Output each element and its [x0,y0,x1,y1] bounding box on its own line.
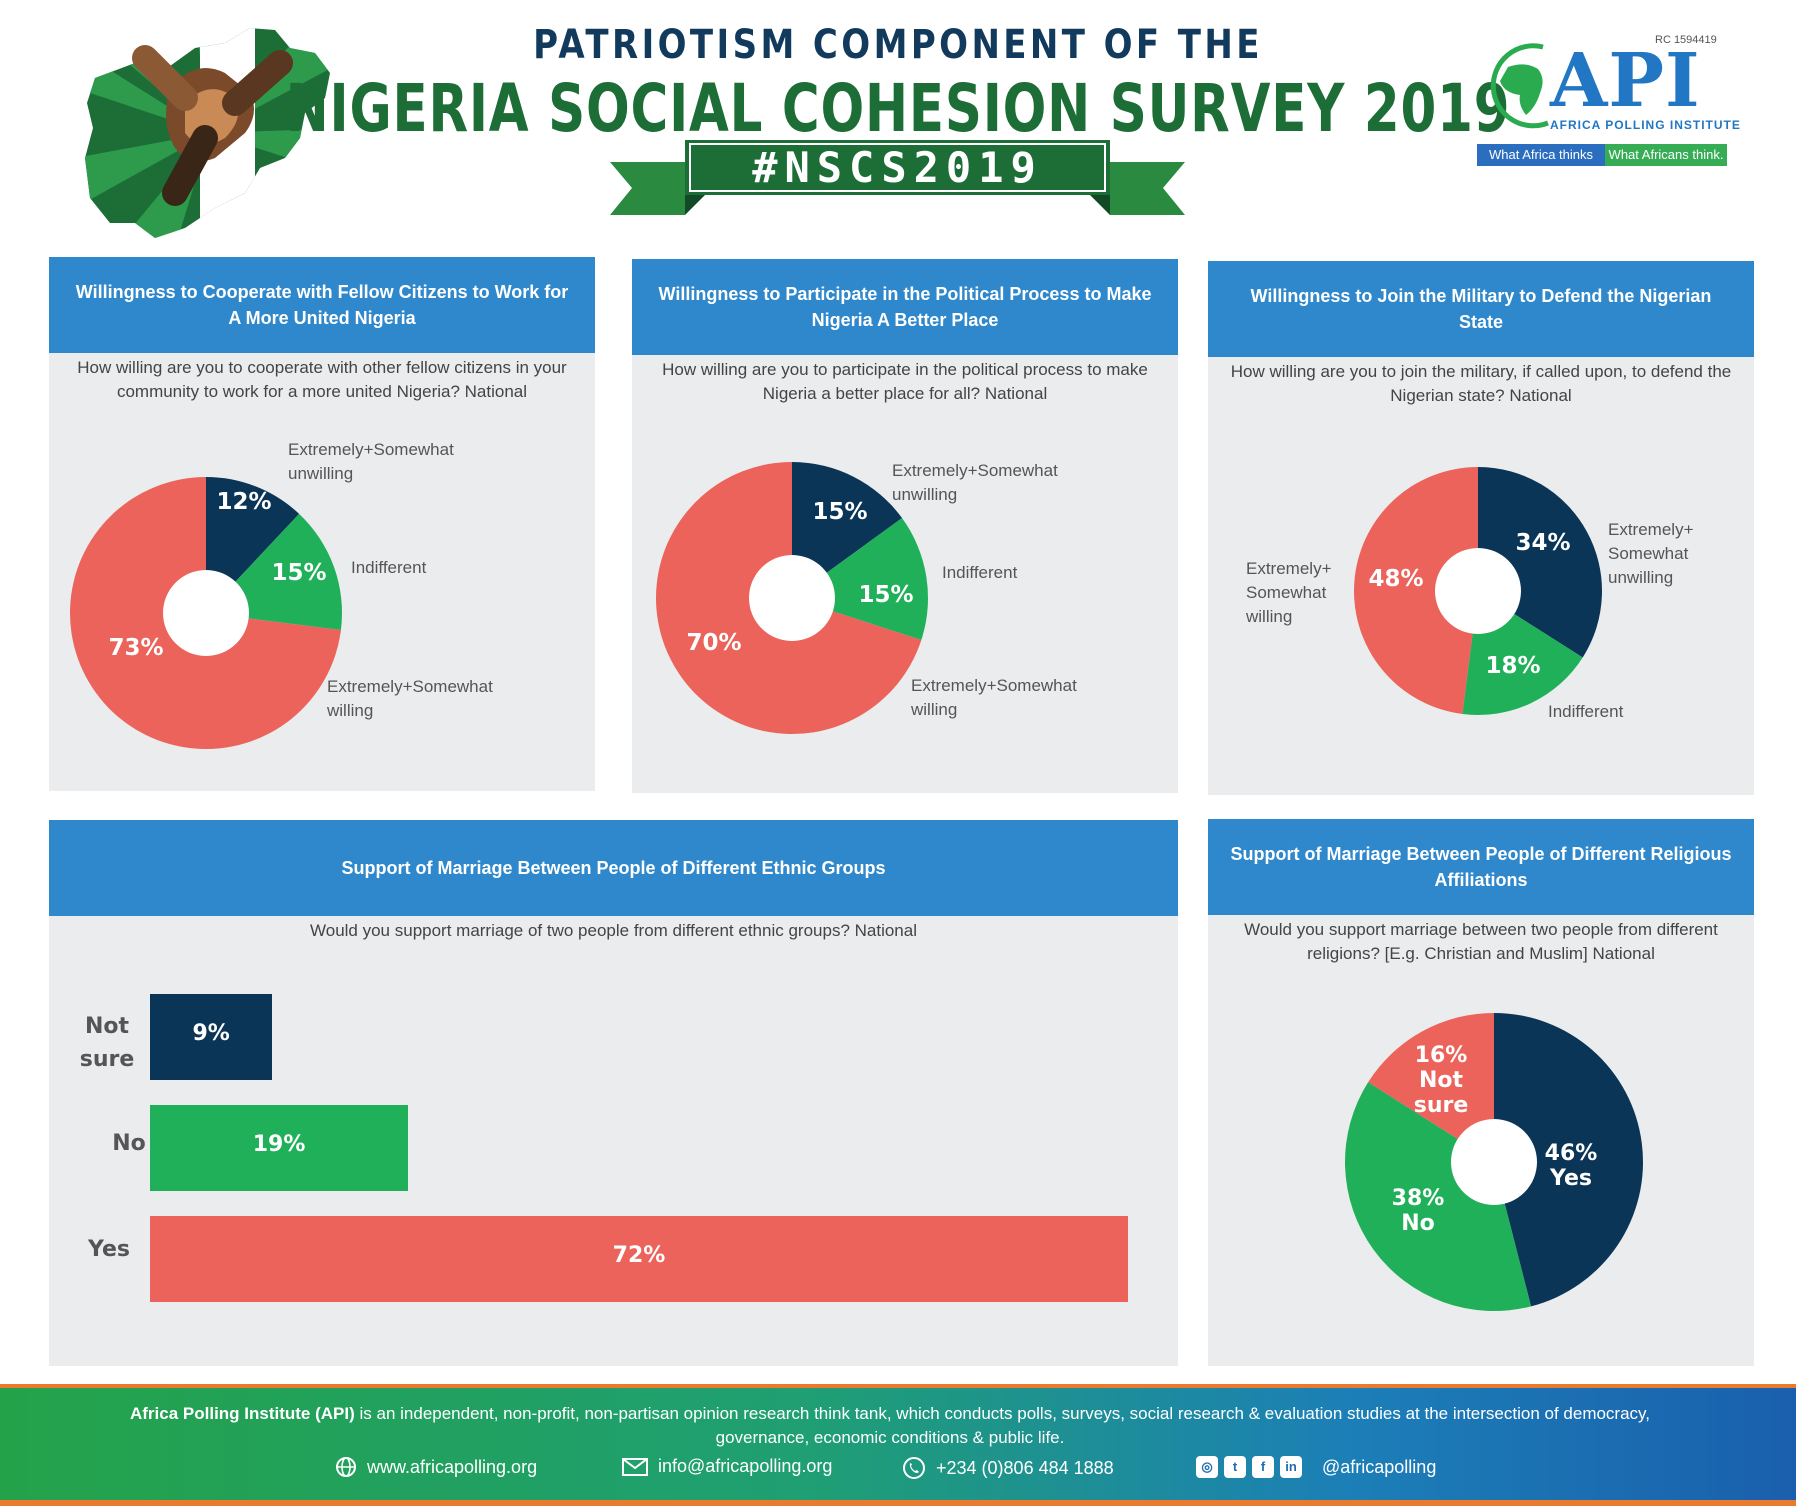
bar-no [150,1105,409,1191]
legend-label-willing: Extremely+Somewhat willing [327,677,493,720]
linkedin-icon[interactable]: in [1280,1456,1302,1478]
footer-website[interactable]: www.africapolling.org [335,1456,537,1478]
bar-category-not-sure: Not sure [79,1014,135,1072]
panel-cooperate-title: Willingness to Cooperate with Fellow Cit… [49,257,595,353]
twitter-icon[interactable]: t [1224,1456,1246,1478]
footer-stripe-bottom [0,1500,1796,1506]
pie-value-label: 46% Yes [1545,1141,1598,1191]
pie-chart-religious: 46% Yes 38% No 16% Not sure [1345,1013,1643,1311]
logo-full-name: AFRICA POLLING INSTITUTE [1550,118,1741,132]
panel-ethnic-marriage-title: Support of Marriage Between People of Di… [49,820,1178,916]
legend-label-indifferent: Indifferent [351,558,427,577]
panel-religious-marriage: Support of Marriage Between People of Di… [1208,819,1754,1366]
legend-label-unwilling: Extremely+ Somewhat unwilling [1608,520,1694,587]
pie-chart-cooperate: 12% 15% 73% [70,477,343,749]
title-top: PATRIOTISM COMPONENT OF THE [533,22,1263,68]
panel-ethnic-marriage: Support of Marriage Between People of Di… [49,820,1178,1366]
logo-wordmark: API [1550,38,1701,124]
pie-value-label: 16% Not sure [1414,1043,1469,1118]
logo-tagline-right: What Africans think. [1605,144,1727,166]
pie-value-label: 73% [108,635,163,661]
panel-religious-marriage-title: Support of Marriage Between People of Di… [1208,819,1754,915]
pie-slice-not-sure [1368,1013,1494,1162]
pie-value-label: 15% [858,582,913,608]
api-logo [1490,43,1549,129]
pie-slice-extremely-somewhat-unwilling [792,462,903,598]
bar-category-no: No [112,1131,146,1156]
hashtag: #NSCS2019 [752,143,1043,192]
nigeria-map-hands-logo [85,28,330,238]
page-title: NIGERIA SOCIAL COHESION SURVEY 2019 [285,70,1511,147]
pie-chart-military: 34% 18% 48% [1354,467,1602,715]
panel-political-question: How willing are you to participate in th… [662,360,1148,403]
legend-label-indifferent: Indifferent [1548,702,1624,721]
footer-email[interactable]: info@africapolling.org [622,1456,832,1477]
panel-military: Willingness to Join the Military to Defe… [1208,261,1754,795]
instagram-icon[interactable]: ◎ [1196,1456,1218,1478]
bar-yes [150,1216,1128,1302]
donut-hole [749,555,835,641]
donut-hole [1451,1119,1537,1205]
pie-value-label: 48% [1368,566,1423,592]
mail-icon [622,1457,648,1476]
globe-icon [336,1457,356,1477]
footer-stripe [0,1384,1796,1388]
donut-hole [163,570,249,656]
panel-political-title: Willingness to Participate in the Politi… [632,259,1178,355]
bar-category-yes: Yes [88,1237,130,1262]
bar-value-yes: 72% [612,1243,666,1268]
panel-ethnic-marriage-question: Would you support marriage of two people… [310,921,917,940]
panel-cooperate-question: How willing are you to cooperate with ot… [77,358,567,401]
legend-label-willing: Extremely+ Somewhat willing [1246,559,1332,626]
footer-website-text: www.africapolling.org [367,1456,538,1477]
pie-value-label: 15% [271,560,326,586]
footer-org-name: Africa Polling Institute (API) [129,1404,355,1423]
legend-label-indifferent: Indifferent [942,563,1018,582]
footer-email-text: info@africapolling.org [658,1456,833,1476]
pie-value-label: 38% No [1392,1186,1445,1236]
pie-value-label: 18% [1485,653,1540,679]
pie-value-label: 15% [812,499,867,525]
pie-slice-extremely-somewhat-willing [1354,467,1478,715]
pie-value-label: 12% [216,489,271,515]
pie-slice-no [1345,1082,1532,1311]
footer-description-text: is an independent, non-profit, non-parti… [354,1404,1651,1447]
logo-tagline-left: What Africa thinks [1477,144,1605,166]
pie-slice-yes [1494,1013,1643,1307]
footer-description: Africa Polling Institute (API) is an ind… [120,1402,1660,1450]
footer [0,1388,1796,1500]
facebook-icon[interactable]: f [1252,1456,1274,1478]
pie-chart-political: 15% 15% 70% [656,462,928,734]
footer-phone[interactable]: +234 (0)806 484 1888 [902,1456,1114,1480]
footer-phone-text: +234 (0)806 484 1888 [936,1457,1114,1478]
whatsapp-phone-icon [903,1457,925,1479]
pie-value-label: 34% [1515,530,1570,556]
africa-icon [1500,64,1543,115]
pie-slice-indifferent [792,518,928,641]
hashtag-ribbon [610,140,1185,215]
legend-label-unwilling: Extremely+Somewhat unwilling [288,440,454,483]
donut-hole [1435,548,1521,634]
hands-icon [132,45,293,206]
logo-rc-number: RC 1594419 [1655,34,1717,46]
legend-label-willing: Extremely+Somewhat willing [911,676,1077,719]
panel-military-title: Willingness to Join the Military to Defe… [1208,261,1754,357]
panel-religious-marriage-question: Would you support marriage between two p… [1244,920,1718,963]
footer-social: ◎ t f in @africapolling [1196,1456,1436,1478]
footer-social-handle: @africapolling [1322,1456,1437,1477]
bar-value-no: 19% [252,1132,306,1157]
bar-not-sure [150,994,273,1080]
panel-cooperate: Willingness to Cooperate with Fellow Cit… [49,257,595,791]
panel-political: Willingness to Participate in the Politi… [632,259,1178,793]
legend-label-unwilling: Extremely+Somewhat unwilling [892,461,1058,504]
bar-value-not-sure: 9% [192,1021,230,1046]
panel-military-question: How willing are you to join the military… [1230,362,1732,405]
pie-value-label: 70% [686,630,741,656]
